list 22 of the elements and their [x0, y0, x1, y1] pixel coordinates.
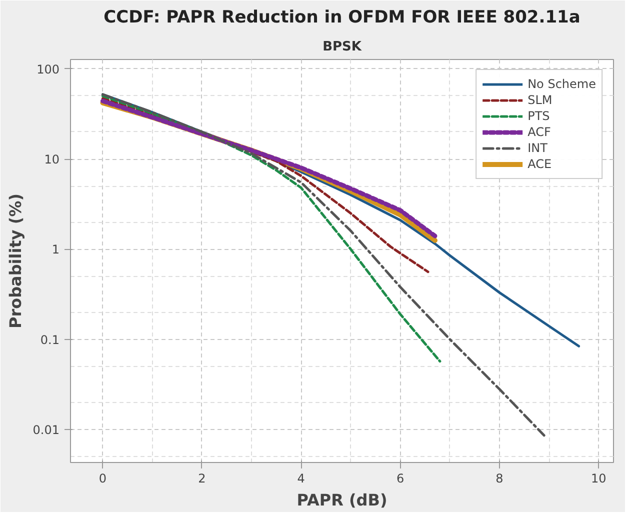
y-tick-label: 100 — [36, 62, 60, 76]
legend-label: PTS — [528, 108, 550, 124]
y-tick-label: 0.01 — [32, 422, 60, 437]
legend-label: No Scheme — [528, 76, 596, 92]
legend-label: ACF — [528, 124, 551, 140]
chart-subtitle: BPSK — [322, 40, 362, 54]
x-tick-label: 6 — [396, 472, 404, 486]
x-tick-label: 10 — [590, 472, 606, 486]
y-axis-title: Probability (%) — [6, 193, 25, 329]
legend-label: ACE — [528, 156, 552, 172]
x-tick-label: 4 — [297, 472, 305, 486]
chart-title: CCDF: PAPR Reduction in OFDM FOR IEEE 802.11a — [104, 8, 580, 28]
x-tick-label: 0 — [98, 472, 107, 486]
y-tick-label: 1 — [52, 242, 60, 257]
y-tick-label: 0.1 — [40, 332, 60, 347]
x-tick-label: 8 — [496, 472, 504, 486]
line-series — [101, 94, 442, 363]
x-tick-label: 2 — [198, 472, 206, 486]
legend-label: INT — [528, 140, 548, 156]
y-tick-label: 10 — [44, 152, 60, 167]
x-axis-title: PAPR (dB) — [296, 490, 388, 510]
legend-label: SLM — [528, 92, 552, 108]
